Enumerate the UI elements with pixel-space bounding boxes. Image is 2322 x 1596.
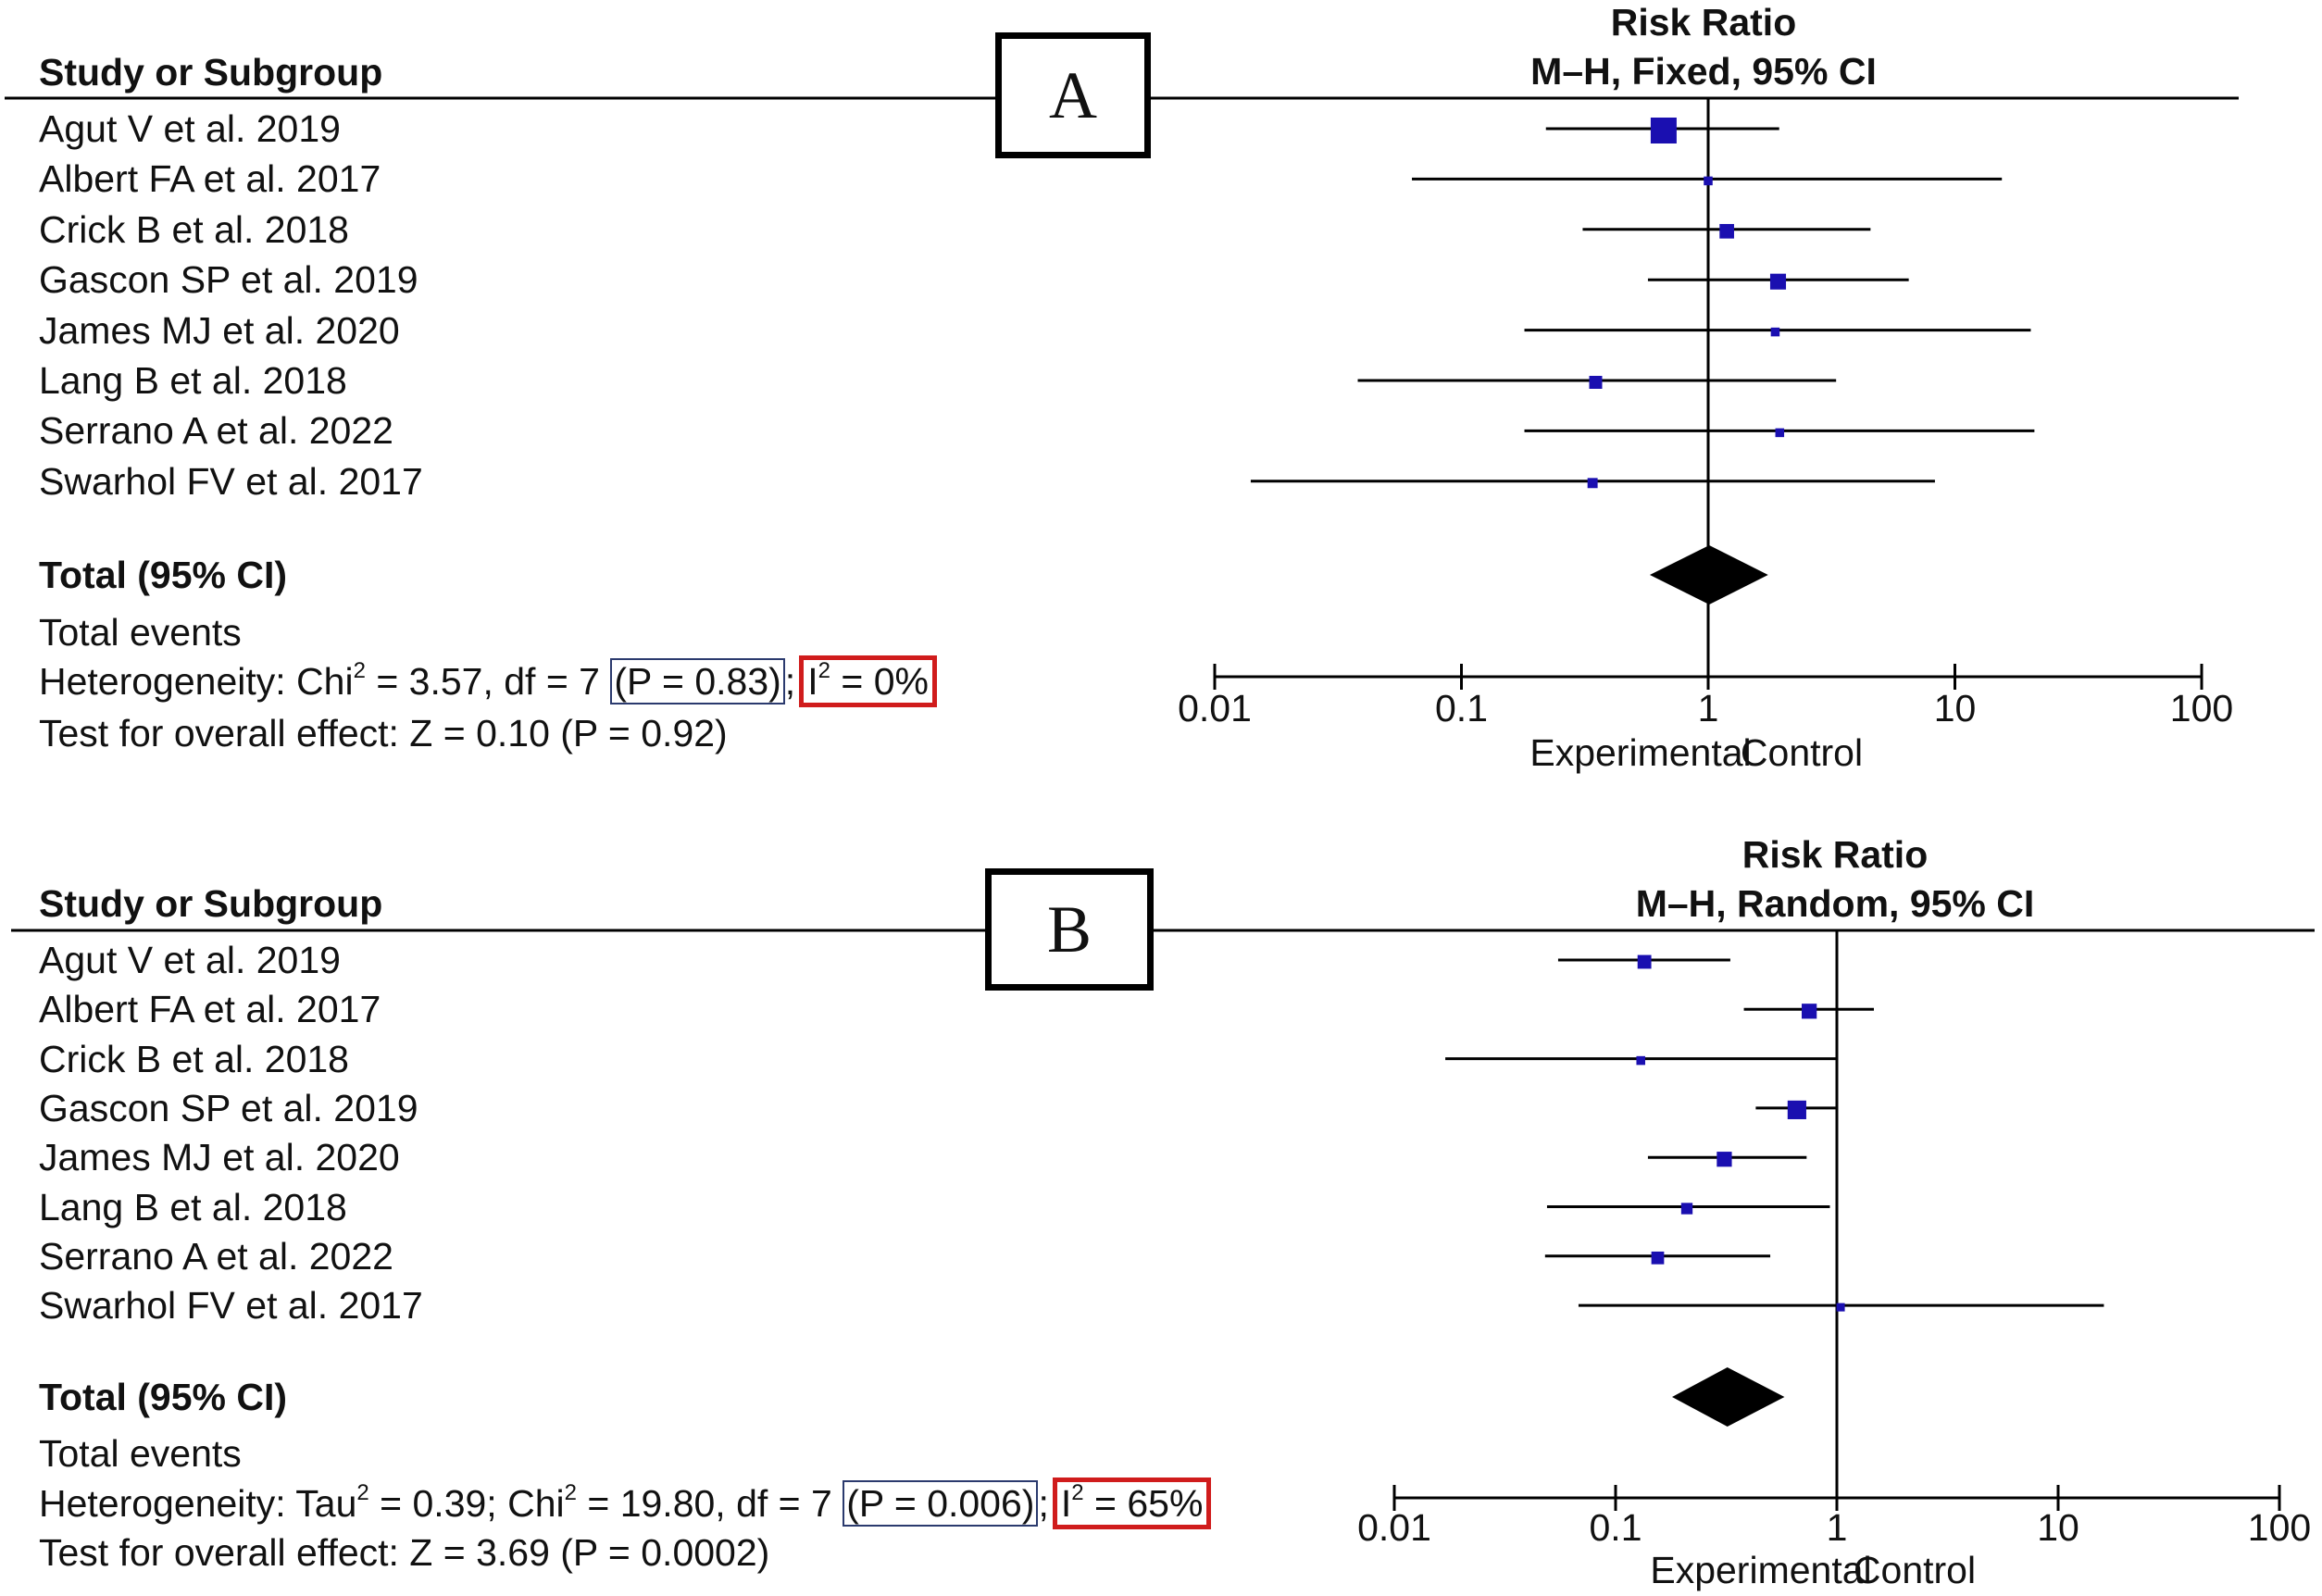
pooled-effect-diamond bbox=[1649, 545, 1768, 605]
i2-text: = 65% bbox=[1083, 1482, 1204, 1525]
het-text: Heterogeneity: Chi bbox=[39, 660, 354, 703]
effect-marker bbox=[1802, 1004, 1817, 1019]
panel-b-total-label: Total (95% CI) bbox=[39, 1376, 288, 1418]
effect-marker bbox=[1770, 327, 1780, 337]
study-label: Gascon SP et al. 2019 bbox=[39, 258, 418, 302]
panel-b-favours-left: Experimental bbox=[1650, 1549, 1872, 1591]
effect-marker bbox=[1636, 1055, 1645, 1066]
het-text: Heterogeneity: Tau bbox=[39, 1482, 357, 1525]
panel-a-total-label: Total (95% CI) bbox=[39, 554, 288, 596]
panel-b-overall-effect: Test for overall effect: Z = 3.69 (P = 0… bbox=[39, 1531, 770, 1574]
panel-b-favours-right: Control bbox=[1853, 1549, 1977, 1591]
het-text: = 3.57, df = 7 bbox=[365, 660, 611, 703]
het-text: = 0.39; Chi bbox=[368, 1482, 565, 1525]
separator: ; bbox=[784, 660, 796, 703]
panel-a-favours-left: Experimental bbox=[1529, 731, 1752, 774]
panel-b-label: B bbox=[985, 868, 1154, 991]
effect-marker bbox=[1637, 954, 1652, 969]
x-tick-label: 0.01 bbox=[1357, 1506, 1431, 1549]
effect-marker bbox=[1769, 273, 1787, 290]
x-tick-label: 10 bbox=[2037, 1506, 2079, 1549]
panel-b-rr-title: Risk Ratio bbox=[1742, 833, 1929, 876]
effect-marker bbox=[1717, 1152, 1732, 1167]
effect-marker bbox=[1587, 478, 1598, 489]
panel-b-heterogeneity: Heterogeneity: Tau2 = 0.39; Chi2 = 19.80… bbox=[39, 1478, 1212, 1529]
study-label: Albert FA et al. 2017 bbox=[39, 157, 381, 201]
study-label: Agut V et al. 2019 bbox=[39, 107, 341, 150]
x-tick-label: 0.1 bbox=[1435, 687, 1488, 729]
panel-b-column-header: Study or Subgroup bbox=[39, 882, 383, 925]
panel-a-rr-title: Risk Ratio bbox=[1610, 1, 1797, 44]
effect-marker bbox=[1704, 176, 1713, 186]
x-tick-label: 1 bbox=[1826, 1506, 1848, 1549]
p-value-highlight: (P = 0.83) bbox=[610, 658, 785, 704]
study-label: Agut V et al. 2019 bbox=[39, 939, 341, 981]
effect-marker bbox=[1651, 1251, 1665, 1265]
i2-text: = 0% bbox=[830, 660, 929, 703]
study-label: Serrano A et al. 2022 bbox=[39, 409, 393, 453]
x-tick-label: 100 bbox=[2169, 687, 2234, 729]
study-label: Gascon SP et al. 2019 bbox=[39, 1086, 418, 1129]
panel-a-column-header: Study or Subgroup bbox=[39, 51, 383, 94]
study-label: Albert FA et al. 2017 bbox=[39, 988, 381, 1031]
panel-a-total-events: Total events bbox=[39, 611, 242, 654]
effect-marker bbox=[1836, 1303, 1845, 1312]
effect-marker bbox=[1680, 1203, 1693, 1215]
het-text: = 19.80, df = 7 bbox=[576, 1482, 843, 1525]
study-label: Lang B et al. 2018 bbox=[39, 359, 347, 402]
study-label: Serrano A et al. 2022 bbox=[39, 1234, 393, 1278]
i2-highlight: I2 = 65% bbox=[1052, 1478, 1212, 1529]
panel-b-total-events: Total events bbox=[39, 1432, 242, 1475]
superscript: 2 bbox=[353, 658, 366, 683]
superscript: 2 bbox=[564, 1480, 577, 1505]
superscript: 2 bbox=[818, 658, 830, 683]
x-tick-label: 0.1 bbox=[1589, 1506, 1642, 1549]
study-label: Lang B et al. 2018 bbox=[39, 1185, 347, 1228]
study-label: James MJ et al. 2020 bbox=[39, 308, 400, 352]
i2-text: I bbox=[1060, 1482, 1072, 1525]
i2-highlight: I2 = 0% bbox=[799, 655, 937, 707]
panel-a-overall-effect: Test for overall effect: Z = 0.10 (P = 0… bbox=[39, 712, 728, 754]
effect-marker bbox=[1650, 118, 1677, 143]
effect-marker bbox=[1787, 1100, 1806, 1119]
p-value-highlight: (P = 0.006) bbox=[843, 1480, 1039, 1527]
panel-a-heterogeneity: Heterogeneity: Chi2 = 3.57, df = 7 (P = … bbox=[39, 655, 937, 707]
study-label: James MJ et al. 2020 bbox=[39, 1136, 400, 1179]
study-label: Swarhol FV et al. 2017 bbox=[39, 1284, 423, 1328]
study-label: Crick B et al. 2018 bbox=[39, 207, 349, 251]
study-label: Crick B et al. 2018 bbox=[39, 1037, 349, 1080]
superscript: 2 bbox=[1071, 1480, 1084, 1505]
x-tick-label: 0.01 bbox=[1178, 687, 1252, 729]
panel-a-favours-right: Control bbox=[1740, 731, 1864, 774]
i2-text: I bbox=[807, 660, 818, 703]
panel-a-label: A bbox=[995, 32, 1151, 158]
effect-marker bbox=[1775, 428, 1785, 438]
study-label: Swarhol FV et al. 2017 bbox=[39, 459, 423, 503]
separator: ; bbox=[1038, 1482, 1049, 1525]
panel-b-rr-method: M–H, Random, 95% CI bbox=[1635, 882, 2035, 925]
x-tick-label: 1 bbox=[1697, 687, 1719, 729]
x-tick-label: 10 bbox=[1933, 687, 1977, 729]
superscript: 2 bbox=[356, 1480, 369, 1505]
effect-marker bbox=[1719, 223, 1734, 239]
pooled-effect-diamond bbox=[1672, 1367, 1785, 1427]
panel-a-rr-method: M–H, Fixed, 95% CI bbox=[1530, 50, 1877, 93]
effect-marker bbox=[1589, 376, 1603, 389]
x-tick-label: 100 bbox=[2247, 1506, 2312, 1549]
